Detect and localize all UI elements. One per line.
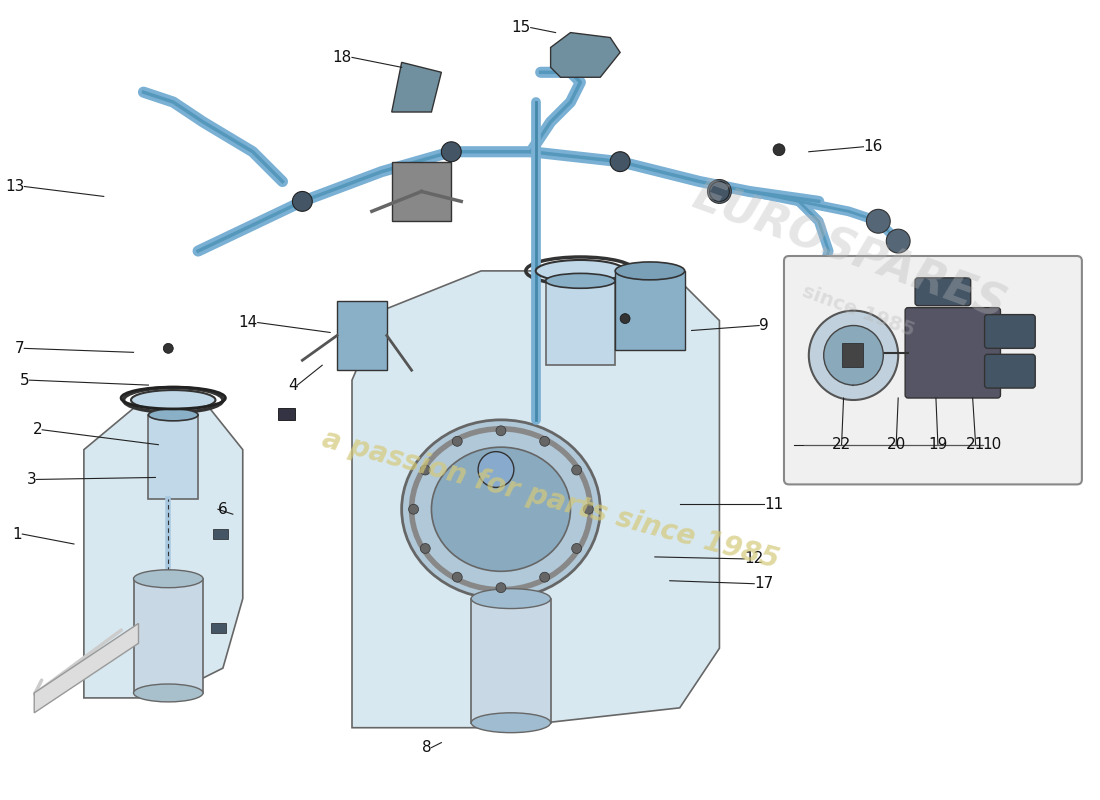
FancyBboxPatch shape xyxy=(784,256,1082,485)
Text: 10: 10 xyxy=(982,437,1002,452)
Text: EUROSPARES: EUROSPARES xyxy=(686,174,1011,328)
Ellipse shape xyxy=(148,409,198,421)
Bar xyxy=(211,623,226,634)
Circle shape xyxy=(293,191,312,211)
Text: 15: 15 xyxy=(512,20,531,35)
Polygon shape xyxy=(352,271,719,728)
Circle shape xyxy=(824,326,883,385)
Circle shape xyxy=(452,572,462,582)
Circle shape xyxy=(496,426,506,436)
Circle shape xyxy=(478,452,514,487)
Text: 7: 7 xyxy=(14,341,24,356)
Circle shape xyxy=(707,179,732,203)
FancyBboxPatch shape xyxy=(984,314,1035,348)
Circle shape xyxy=(583,504,593,514)
Circle shape xyxy=(887,229,910,253)
Polygon shape xyxy=(337,301,387,370)
Text: 13: 13 xyxy=(4,179,24,194)
Text: 3: 3 xyxy=(26,472,36,487)
Circle shape xyxy=(572,543,582,554)
Text: 12: 12 xyxy=(745,551,763,566)
Polygon shape xyxy=(392,62,441,112)
Text: 2: 2 xyxy=(33,422,42,438)
Text: 11: 11 xyxy=(764,497,783,512)
Ellipse shape xyxy=(615,262,684,280)
Ellipse shape xyxy=(431,447,571,571)
Text: 20: 20 xyxy=(887,437,905,452)
Circle shape xyxy=(441,142,461,162)
Text: 17: 17 xyxy=(755,576,773,591)
Circle shape xyxy=(867,210,890,233)
Bar xyxy=(213,529,228,539)
Polygon shape xyxy=(546,281,615,366)
Polygon shape xyxy=(551,33,620,78)
Text: 18: 18 xyxy=(333,50,352,65)
Ellipse shape xyxy=(131,390,216,410)
Circle shape xyxy=(620,314,630,323)
Circle shape xyxy=(610,152,630,171)
Circle shape xyxy=(773,144,785,156)
Ellipse shape xyxy=(536,260,625,282)
FancyBboxPatch shape xyxy=(915,278,970,306)
Bar xyxy=(842,343,864,367)
Circle shape xyxy=(420,465,430,475)
Text: 1: 1 xyxy=(13,526,22,542)
Circle shape xyxy=(540,436,550,446)
Text: since 1985: since 1985 xyxy=(800,282,917,340)
Text: 8: 8 xyxy=(421,740,431,755)
Circle shape xyxy=(496,582,506,593)
Circle shape xyxy=(408,504,418,514)
Circle shape xyxy=(808,310,899,400)
Polygon shape xyxy=(84,400,243,698)
Polygon shape xyxy=(615,271,684,350)
Text: 9: 9 xyxy=(759,318,769,333)
Text: 6: 6 xyxy=(218,502,228,517)
Polygon shape xyxy=(34,623,139,713)
Text: 19: 19 xyxy=(928,437,947,452)
Ellipse shape xyxy=(471,589,551,609)
Ellipse shape xyxy=(133,570,204,588)
FancyBboxPatch shape xyxy=(984,354,1035,388)
Text: 22: 22 xyxy=(832,437,851,452)
Circle shape xyxy=(710,182,729,202)
Polygon shape xyxy=(148,415,198,499)
Bar xyxy=(277,408,296,420)
Polygon shape xyxy=(133,578,204,693)
FancyBboxPatch shape xyxy=(905,308,1001,398)
Text: a passion for parts since 1985: a passion for parts since 1985 xyxy=(319,425,782,574)
Ellipse shape xyxy=(471,713,551,733)
Polygon shape xyxy=(392,162,451,222)
Ellipse shape xyxy=(546,274,615,288)
Text: 4: 4 xyxy=(288,378,297,393)
Text: 5: 5 xyxy=(20,373,30,388)
Text: 14: 14 xyxy=(239,315,257,330)
Circle shape xyxy=(452,436,462,446)
Polygon shape xyxy=(471,598,551,722)
Circle shape xyxy=(420,543,430,554)
Circle shape xyxy=(540,572,550,582)
Circle shape xyxy=(163,343,174,354)
Text: 21: 21 xyxy=(966,437,986,452)
Ellipse shape xyxy=(402,420,601,598)
Text: 16: 16 xyxy=(864,139,883,154)
Ellipse shape xyxy=(133,684,204,702)
Circle shape xyxy=(572,465,582,475)
